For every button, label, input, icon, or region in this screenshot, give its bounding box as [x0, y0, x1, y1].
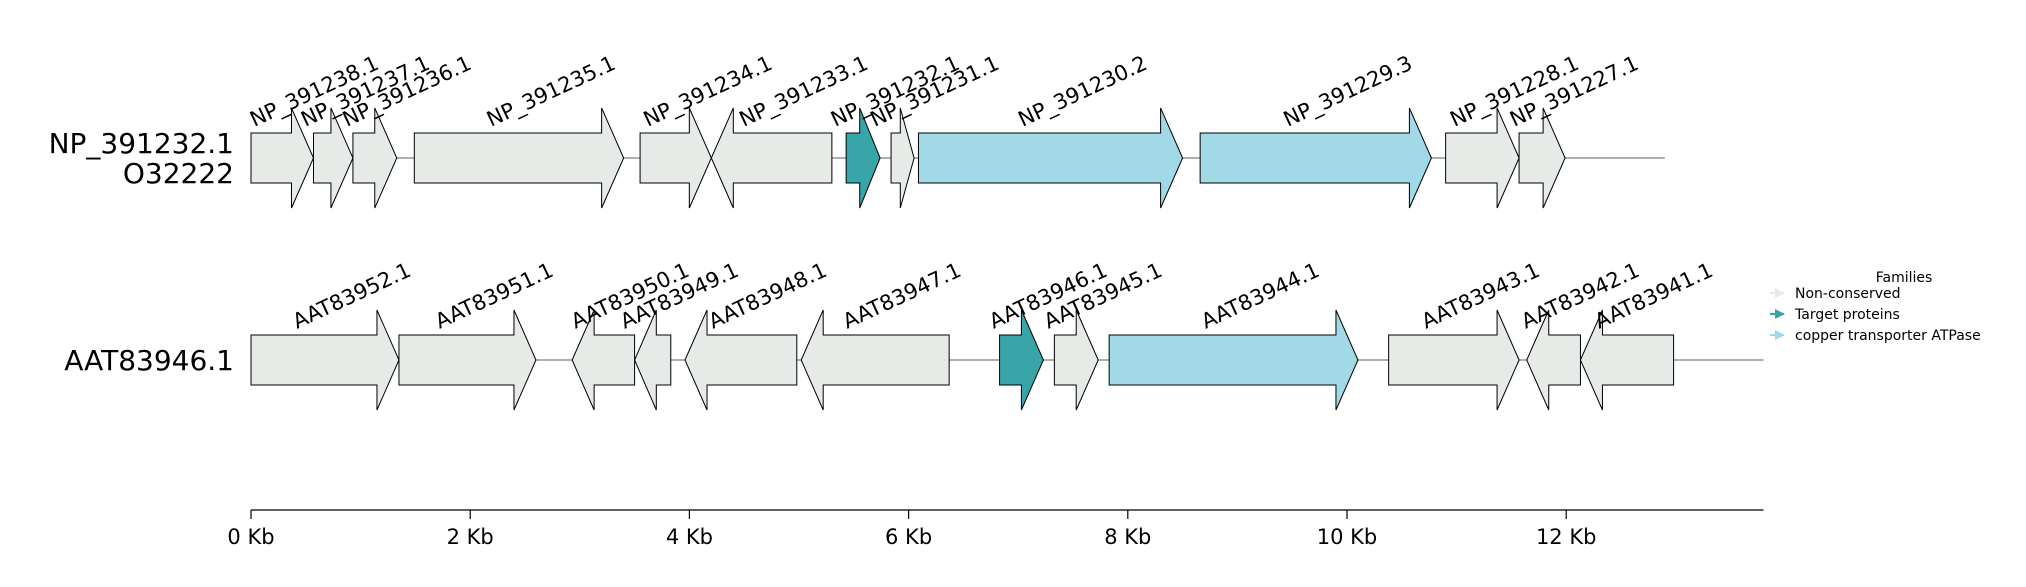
- gene-arrow[interactable]: [634, 309, 672, 411]
- legend-label: Non-conserved: [1795, 286, 1901, 302]
- gene-arrow[interactable]: [1579, 309, 1675, 411]
- gene-arrow[interactable]: [1199, 107, 1432, 209]
- legend-swatch-arrow: [1775, 309, 1785, 319]
- gene-arrow[interactable]: [1526, 309, 1581, 411]
- axis-tick-label: 8 Kb: [1104, 525, 1151, 549]
- axis-tick-label: 4 Kb: [666, 525, 713, 549]
- gene-arrow[interactable]: [1108, 309, 1359, 411]
- track-1: NP_391232.1O32222NP_391238.1NP_391237.1N…: [49, 51, 1665, 209]
- genomic-axis: 0 Kb 2 Kb 4 Kb 6 Kb 8 Kb 10 Kb 12 Kb: [227, 509, 1764, 549]
- legend: Families Non-conserved Target proteins cop…: [1770, 270, 1981, 344]
- axis-tick-label: 2 Kb: [447, 525, 494, 549]
- axis-tick-label: 10 Kb: [1317, 525, 1378, 549]
- gene-label: AAT83952.1: [289, 258, 415, 334]
- gene-arrow[interactable]: [1388, 309, 1520, 411]
- gene-label: NP_391229.3: [1280, 51, 1417, 132]
- track-label: AAT83946.1: [64, 344, 234, 377]
- axis-tick-label: 12 Kb: [1536, 525, 1597, 549]
- gene-arrow[interactable]: [250, 309, 400, 411]
- gene-label: AAT83947.1: [839, 258, 965, 334]
- axis-tick-label: 6 Kb: [885, 525, 932, 549]
- tracks: NP_391232.1O32222NP_391238.1NP_391237.1N…: [49, 51, 1764, 411]
- gene-label: NP_391235.1: [483, 51, 620, 132]
- gene-arrow[interactable]: [845, 107, 881, 209]
- gene-arrow[interactable]: [571, 309, 636, 411]
- gene-arrow[interactable]: [1445, 107, 1520, 209]
- gene-arrow[interactable]: [710, 107, 833, 209]
- legend-label: copper transporter ATPase: [1795, 328, 1981, 344]
- legend-swatch-arrow: [1775, 330, 1785, 340]
- gene-arrow[interactable]: [312, 107, 354, 209]
- gene-arrow[interactable]: [800, 309, 950, 411]
- track-label: O32222: [123, 157, 234, 190]
- gene-arrow[interactable]: [352, 107, 398, 209]
- gene-label: NP_391230.2: [1015, 51, 1152, 132]
- gene-arrow[interactable]: [250, 107, 315, 209]
- legend-swatch-arrow: [1775, 288, 1785, 298]
- gene-arrow[interactable]: [1518, 107, 1566, 209]
- axis-tick-label: 0 Kb: [227, 525, 274, 549]
- gene-arrow[interactable]: [999, 309, 1044, 411]
- gene-arrow[interactable]: [398, 309, 537, 411]
- legend-title: Families: [1876, 270, 1933, 286]
- gene-arrow[interactable]: [1053, 309, 1099, 411]
- gene-arrow[interactable]: [413, 107, 625, 209]
- gene-arrow[interactable]: [684, 309, 798, 411]
- legend-label: Target proteins: [1794, 307, 1900, 323]
- legend-item: Target proteins: [1770, 307, 1900, 323]
- gene-arrow[interactable]: [917, 107, 1184, 209]
- gene-arrow[interactable]: [890, 107, 915, 209]
- legend-item: Non-conserved: [1770, 286, 1901, 302]
- gene-arrow[interactable]: [639, 107, 712, 209]
- gene-label: AAT83944.1: [1198, 258, 1324, 334]
- gene-label: AAT83951.1: [431, 258, 557, 334]
- legend-item: copper transporter ATPase: [1770, 328, 1981, 344]
- track-label: NP_391232.1: [49, 127, 234, 160]
